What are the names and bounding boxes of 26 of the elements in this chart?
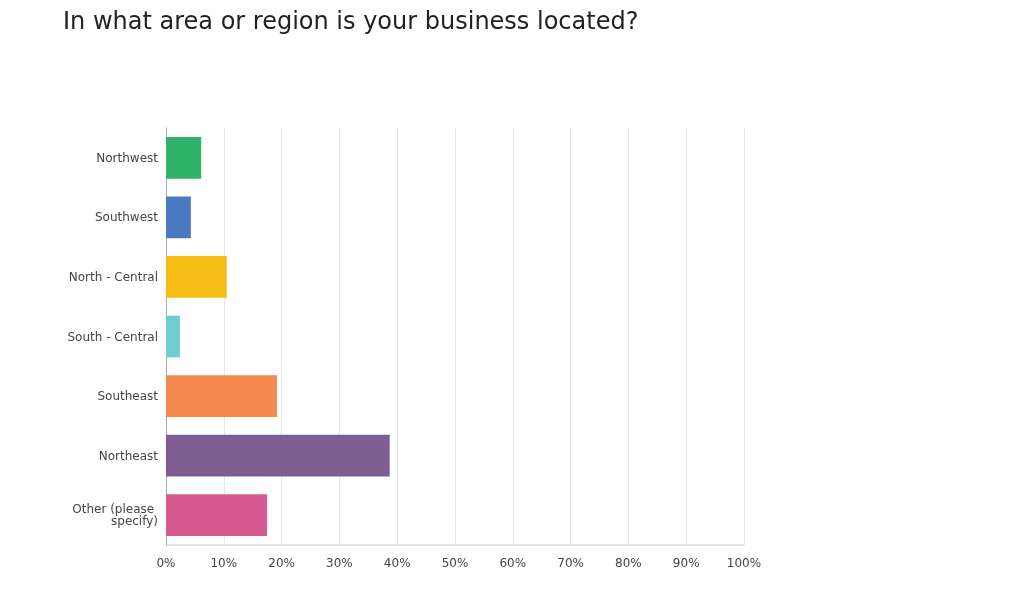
y-tick-label: Northwest: [96, 150, 159, 165]
x-tick-label: 20%: [268, 556, 295, 570]
y-tick-label: Southeast: [97, 389, 159, 404]
x-tick-label: 70%: [557, 556, 584, 570]
chart-title: In what area or region is your business located?: [63, 7, 639, 35]
y-tick-label: Southwest: [94, 210, 159, 225]
y-tick-label: South - Central: [67, 329, 158, 344]
x-tick-label: 60%: [499, 556, 527, 570]
y-tick-label: Other (please specify): [72, 502, 158, 529]
x-tick-label: 50%: [441, 556, 469, 570]
x-tick-label: 30%: [326, 556, 353, 570]
x-tick-label: 90%: [672, 556, 700, 570]
y-tick-label: North - Central: [68, 269, 158, 284]
y-tick-label: Northeast: [98, 448, 159, 463]
x-tick-label: 100%: [726, 556, 762, 570]
bar: [166, 256, 227, 298]
bar: [166, 136, 202, 179]
bar: [166, 196, 191, 239]
x-tick-label: 10%: [210, 556, 238, 570]
x-tick-label: 80%: [615, 556, 642, 570]
bar: [166, 434, 390, 477]
x-tick-label: 0%: [156, 556, 176, 570]
bar: [166, 494, 268, 537]
bar: [166, 375, 277, 417]
bar: [166, 315, 180, 358]
x-tick-label: 40%: [383, 556, 411, 570]
